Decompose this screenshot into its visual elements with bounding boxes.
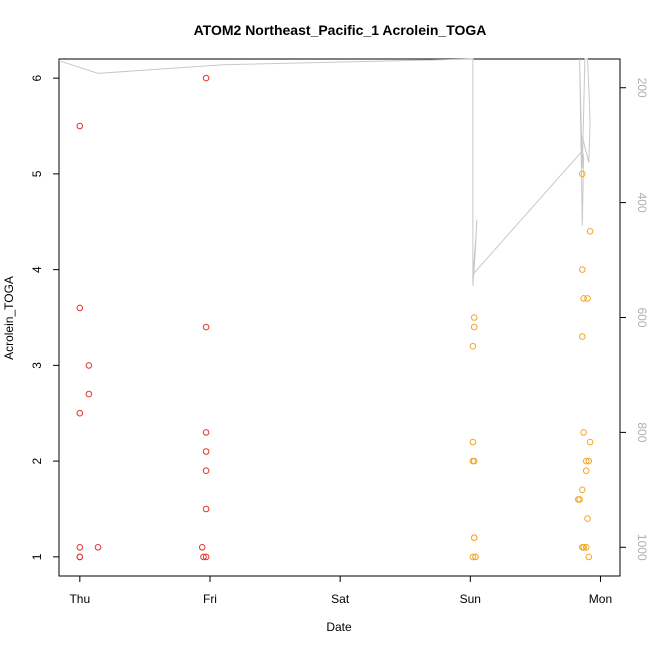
data-point: [470, 534, 478, 542]
data-point: [76, 409, 84, 417]
data-point: [469, 553, 477, 561]
x-axis: Thu Fri Sat Sun Mon: [69, 575, 612, 606]
data-point: [76, 122, 84, 130]
data-point: [469, 342, 477, 350]
x-tick-label: Mon: [589, 592, 612, 606]
data-point: [202, 74, 210, 82]
data-point: [470, 323, 478, 331]
x-axis-label: Date: [326, 620, 352, 634]
data-point: [202, 429, 210, 436]
right-y-tick-label: 600: [635, 307, 649, 327]
data-point: [580, 295, 587, 302]
data-point: [76, 544, 84, 551]
data-point: [576, 496, 583, 503]
data-point: [580, 544, 587, 551]
y-tick-label: 3: [30, 362, 44, 369]
y-axis-label: Acrolein_TOGA: [2, 276, 16, 360]
data-point: [198, 544, 206, 551]
data-point: [85, 390, 93, 398]
data-point: [202, 323, 210, 331]
data-point: [202, 467, 210, 475]
right-y-tick-label: 800: [635, 422, 649, 442]
data-point: [585, 553, 593, 561]
data-point: [202, 553, 210, 561]
data-point: [582, 457, 590, 465]
data-point: [582, 544, 590, 551]
data-point: [579, 486, 586, 494]
pressure-line: [58, 58, 591, 286]
data-point: [585, 457, 593, 465]
y-tick-label: 2: [30, 457, 44, 464]
y-tick-label: 1: [30, 553, 44, 560]
data-point: [579, 333, 586, 340]
y-axis: 1 2 3 4 5 6: [30, 74, 60, 560]
data-point: [586, 438, 594, 446]
data-point: [579, 170, 586, 178]
y-tick-label: 5: [30, 170, 44, 177]
chart-title: ATOM2 Northeast_Pacific_1 Acrolein_TOGA: [194, 22, 487, 38]
data-point: [472, 553, 479, 561]
right-y-tick-label: 200: [635, 78, 649, 98]
pressure-line-layer: [58, 58, 591, 286]
plot-frame: [58, 58, 621, 577]
data-point: [469, 438, 477, 446]
data-point: [76, 304, 84, 312]
data-point: [584, 515, 591, 522]
y-tick-label: 4: [30, 266, 44, 273]
data-point: [579, 266, 586, 273]
data-point: [470, 314, 478, 321]
right-y-tick-label: 400: [635, 193, 649, 213]
points-layer: [76, 74, 594, 561]
data-point: [76, 553, 84, 561]
data-point: [202, 505, 210, 513]
x-tick-label: Sun: [460, 592, 481, 606]
x-tick-label: Thu: [69, 592, 90, 606]
data-point: [580, 429, 587, 436]
data-point: [202, 448, 210, 455]
data-point: [582, 467, 590, 475]
right-y-tick-label: 1000: [635, 534, 649, 561]
data-point: [94, 544, 102, 551]
x-tick-label: Fri: [203, 592, 217, 606]
data-point: [470, 457, 478, 465]
data-point: [85, 362, 93, 369]
data-point: [200, 553, 207, 561]
y-tick-label: 6: [30, 74, 44, 81]
data-point: [584, 295, 591, 302]
data-point: [586, 228, 594, 235]
right-y-axis: 200 400 600 800 1000: [619, 78, 649, 561]
x-tick-label: Sat: [331, 592, 350, 606]
